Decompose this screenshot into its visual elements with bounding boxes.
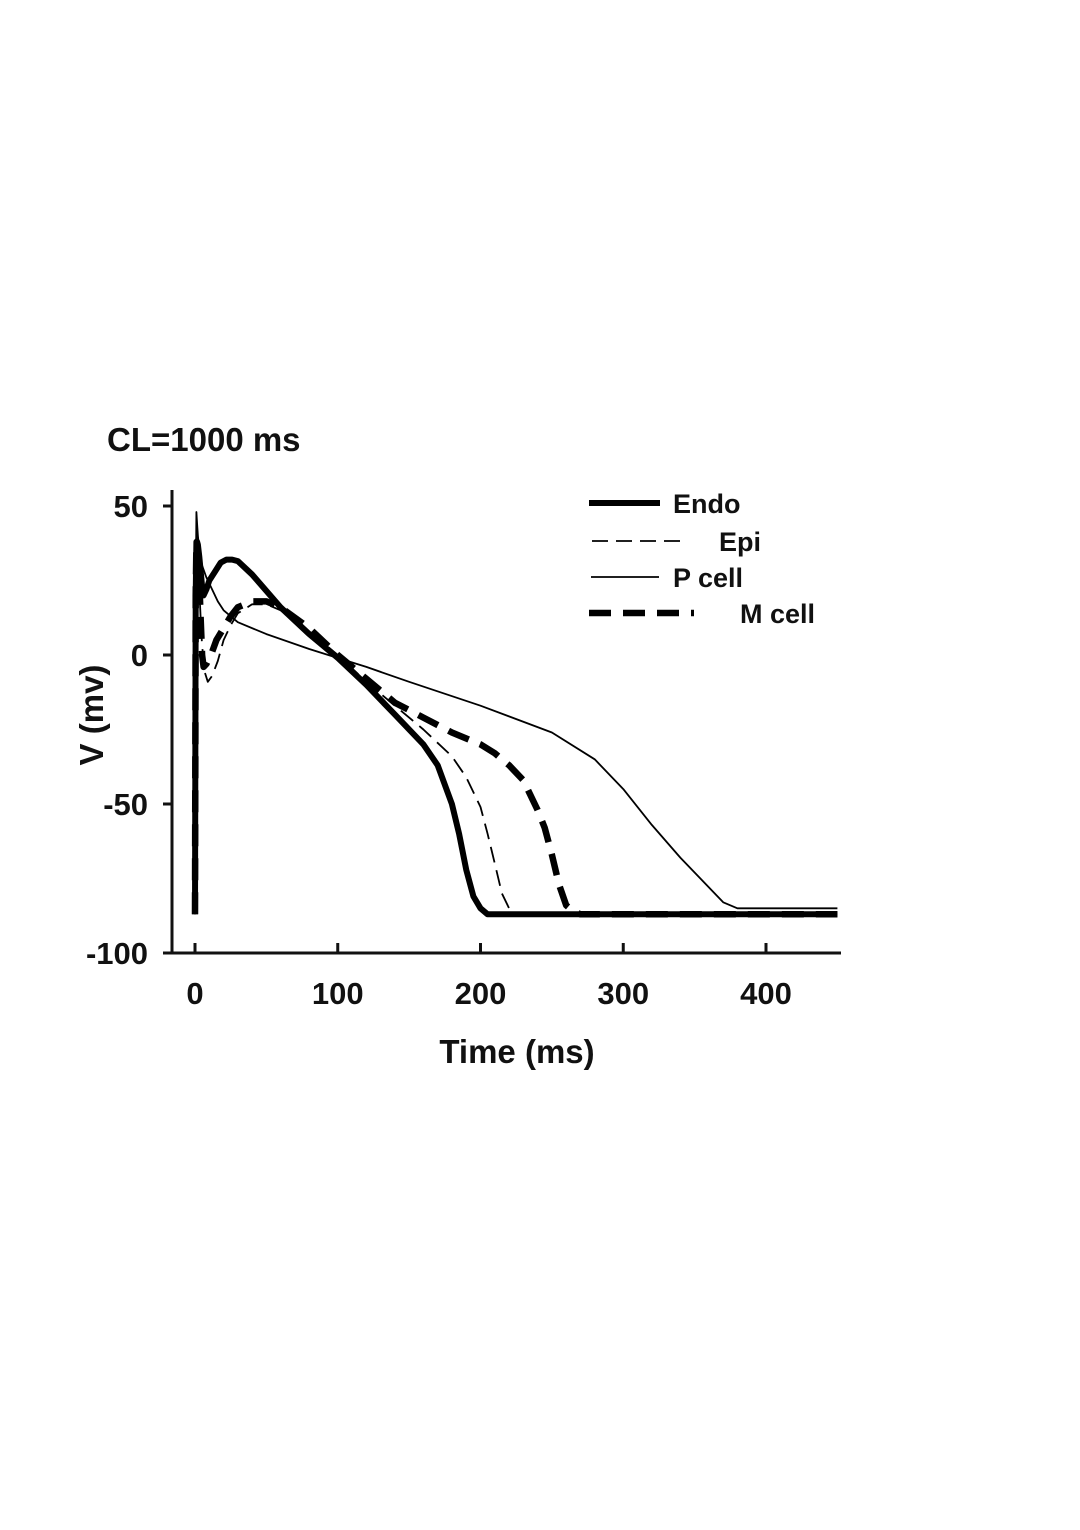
legend-label-p-cell: P cell xyxy=(673,563,743,593)
x-tick-label: 300 xyxy=(597,976,649,1011)
x-axis-title: Time (ms) xyxy=(439,1033,594,1070)
series-line-endo xyxy=(192,538,838,918)
legend-label-epi: Epi xyxy=(719,527,761,557)
x-tick-label: 100 xyxy=(312,976,364,1011)
x-tick-label: 200 xyxy=(455,976,507,1011)
y-tick-label: -50 xyxy=(103,787,148,822)
y-axis-ticks: 50 0 -50 -100 xyxy=(86,489,172,971)
y-tick-label: -100 xyxy=(86,936,148,971)
x-tick-label: 400 xyxy=(740,976,792,1011)
x-tick-label: 0 xyxy=(186,976,203,1011)
series-line-epi xyxy=(194,528,838,916)
x-axis-ticks: 0 100 200 300 400 xyxy=(186,943,792,1011)
legend-label-endo: Endo xyxy=(673,489,741,519)
series-line-m-cell xyxy=(191,541,838,918)
series-layer xyxy=(191,511,838,918)
y-tick-label: 0 xyxy=(131,638,148,673)
chart-title: CL=1000 ms xyxy=(107,421,301,458)
legend: Endo Epi P cell M cell xyxy=(589,489,815,629)
y-tick-label: 50 xyxy=(114,489,148,524)
legend-label-m-cell: M cell xyxy=(740,599,815,629)
y-axis-title: V (mv) xyxy=(73,665,110,766)
